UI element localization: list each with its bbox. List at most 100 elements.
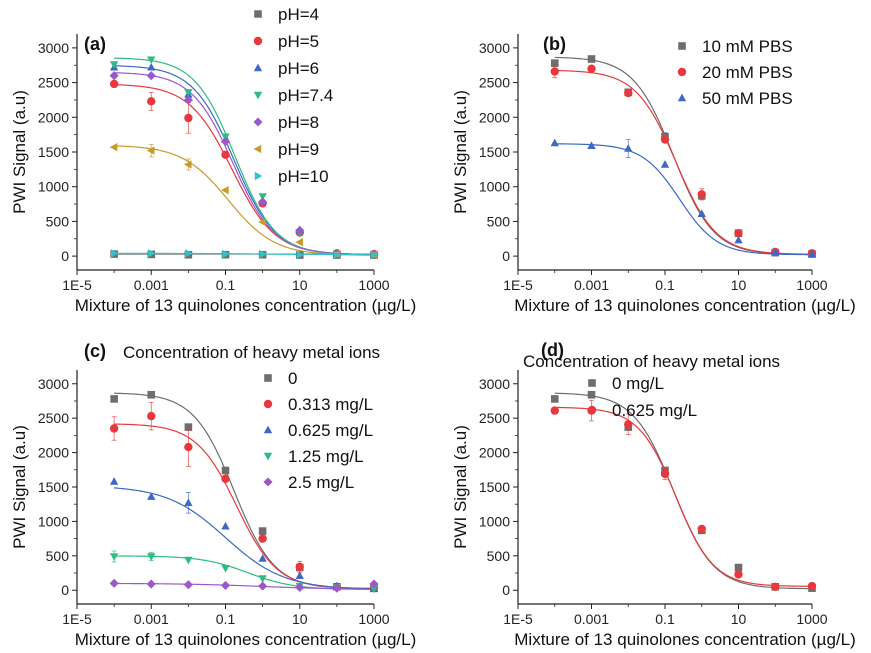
data-point — [587, 55, 596, 63]
y-tick-label: 500 — [487, 213, 511, 229]
x-tick-label: 0.001 — [134, 277, 169, 293]
legend-entry: 20 mM PBS — [702, 63, 793, 82]
data-point — [807, 249, 817, 258]
data-point — [734, 229, 743, 238]
data-point — [147, 553, 156, 561]
data-point — [624, 420, 633, 429]
legend-marker — [677, 93, 687, 102]
data-point — [550, 395, 559, 403]
data-point — [184, 423, 193, 431]
data-point — [333, 250, 342, 259]
data-point — [258, 217, 266, 227]
data-point — [697, 190, 706, 199]
legend-marker — [253, 144, 262, 154]
data-point — [587, 141, 596, 149]
data-point — [258, 527, 267, 535]
x-tick-label: 10 — [292, 611, 308, 627]
y-axis-title: PWI Signal (a.u) — [451, 425, 470, 549]
data-point — [734, 563, 743, 572]
panel-label: (d) — [541, 340, 564, 360]
fit-curve — [554, 406, 813, 587]
legend-entry: 0.313 mg/L — [288, 395, 373, 414]
legend-marker — [677, 67, 687, 77]
data-point — [184, 498, 193, 507]
data-point — [369, 579, 379, 589]
x-tick-label: 0.1 — [655, 277, 675, 293]
data-point — [258, 575, 267, 583]
data-point — [697, 524, 706, 534]
y-tick-label: 2000 — [479, 445, 510, 461]
y-tick-label: 3000 — [479, 40, 510, 56]
data-point — [550, 406, 559, 415]
data-point — [734, 235, 743, 244]
y-tick-label: 3000 — [38, 40, 69, 56]
x-axis-title: Mixture of 13 quinolones concentration (… — [75, 630, 417, 649]
data-point — [660, 135, 670, 144]
x-tick-label: 10 — [292, 277, 308, 293]
panel-a: 0 500 1000 1500 2000 2500 3000 1E-5 0.001 0.1 10 10… — [10, 5, 416, 315]
data-point — [109, 578, 119, 588]
data-point — [221, 466, 230, 475]
data-point — [184, 89, 193, 97]
data-point — [110, 395, 118, 403]
y-tick-label: 1500 — [479, 144, 510, 160]
fit-curve — [114, 582, 375, 590]
data-point — [109, 71, 119, 81]
data-point — [109, 553, 119, 561]
data-point — [148, 249, 156, 258]
y-axis-title: PWI Signal (a.u) — [451, 90, 470, 214]
y-tick-label: 2000 — [479, 109, 510, 125]
fit-curve — [554, 392, 813, 590]
x-tick-label: 0.001 — [574, 611, 609, 627]
data-point — [587, 64, 596, 73]
y-tick-label: 2500 — [479, 75, 510, 91]
y-tick-label: 3000 — [38, 376, 69, 392]
fit-curve — [114, 145, 375, 256]
y-tick-label: 1500 — [38, 144, 69, 160]
data-point — [222, 249, 230, 259]
data-point — [370, 250, 379, 259]
x-tick-label: 10 — [731, 277, 747, 293]
data-point — [110, 249, 119, 258]
data-point — [771, 247, 780, 256]
fit-curve — [114, 252, 375, 256]
data-point — [147, 97, 156, 106]
data-point — [146, 71, 156, 81]
x-tick-label: 1000 — [796, 611, 827, 627]
data-point — [147, 56, 156, 65]
y-tick-label: 1500 — [38, 479, 69, 495]
legend-entry: pH=10 — [278, 167, 329, 186]
y-tick-label: 0 — [502, 248, 510, 264]
data-point — [109, 477, 119, 485]
y-tick-label: 2500 — [479, 410, 510, 426]
y-axis-title: PWI Signal (a.u) — [10, 425, 29, 549]
y-tick-label: 3000 — [479, 376, 510, 392]
x-tick-label: 0.001 — [574, 277, 609, 293]
y-tick-label: 1000 — [479, 513, 510, 529]
y-tick-label: 500 — [46, 548, 70, 564]
legend-entry: 10 mM PBS — [702, 37, 793, 56]
data-point — [295, 562, 304, 572]
panel-b: 0 500 1000 1500 2000 2500 3000 1E-5 0.001 0.1 10 10… — [451, 34, 856, 315]
legend: 10 mM PBS 20 mM PBS 50 mM PBS — [677, 37, 793, 108]
data-point — [295, 238, 303, 247]
data-point — [295, 225, 305, 235]
data-point — [184, 556, 193, 565]
panel-label: (b) — [543, 34, 566, 54]
y-tick-label: 500 — [487, 548, 511, 564]
data-point — [258, 197, 268, 207]
data-point — [258, 193, 267, 201]
data-point — [660, 469, 670, 479]
legend-marker — [263, 477, 273, 487]
data-point — [109, 142, 118, 152]
data-point — [734, 570, 743, 579]
panel-label: (a) — [84, 34, 106, 54]
data-point — [184, 113, 193, 123]
legend-entry: pH=8 — [278, 113, 319, 132]
legend-entry: pH=5 — [278, 32, 319, 51]
y-tick-label: 1000 — [479, 179, 510, 195]
legend-entry: 0 — [288, 369, 297, 388]
x-tick-label: 1E-5 — [62, 611, 92, 627]
data-point — [221, 474, 230, 483]
